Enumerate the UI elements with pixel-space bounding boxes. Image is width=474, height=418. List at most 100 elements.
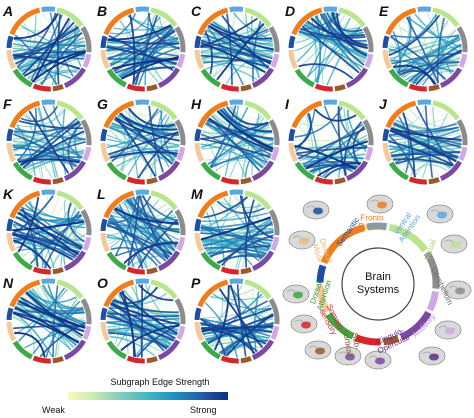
edge — [24, 114, 84, 132]
edge — [13, 311, 85, 333]
legend-arc — [316, 264, 327, 283]
edge — [406, 16, 439, 84]
system-arc — [385, 100, 417, 129]
edge — [23, 50, 86, 77]
system-arc — [428, 177, 440, 185]
legend-label-sub: Sub-cortical — [341, 328, 363, 356]
system-arc — [82, 236, 92, 251]
system-arc — [200, 68, 221, 88]
legend-arc — [423, 250, 440, 289]
system-arc — [382, 35, 390, 49]
edge — [204, 30, 214, 75]
system-arc — [157, 250, 180, 271]
system-arc — [323, 99, 338, 106]
edge — [296, 153, 353, 173]
system-arc — [150, 100, 178, 121]
panel-j: J — [379, 96, 468, 185]
system-arc — [176, 325, 186, 340]
panel-letter: D — [285, 3, 295, 19]
edge — [25, 113, 44, 179]
edge — [314, 108, 357, 122]
system-arc — [294, 161, 315, 181]
system-arc — [194, 232, 205, 253]
system-arc — [176, 146, 186, 161]
edge — [201, 239, 269, 252]
panel-g: G — [97, 96, 186, 185]
edge — [200, 318, 271, 337]
system-arc — [417, 99, 432, 106]
edge — [200, 327, 256, 354]
edge — [389, 129, 457, 163]
edge — [220, 108, 273, 133]
edge — [110, 214, 144, 269]
system-arc — [103, 190, 135, 219]
edge — [392, 31, 402, 75]
edge — [114, 207, 179, 224]
system-arc — [126, 176, 145, 185]
edge — [390, 36, 446, 80]
edge — [148, 49, 180, 85]
edge — [212, 252, 266, 260]
edge — [436, 17, 445, 84]
system-arc — [194, 35, 202, 49]
system-arc — [32, 266, 51, 275]
system-arc — [126, 83, 145, 92]
system-arc — [9, 190, 41, 219]
system-arc — [157, 160, 180, 181]
subgraph-panels: A B C D E F G H I J K L M N O P — [2, 3, 468, 364]
edge — [300, 27, 366, 39]
edge — [415, 49, 462, 85]
brain-region-highlight — [315, 347, 325, 355]
edge — [210, 123, 269, 168]
system-arc — [229, 6, 244, 13]
edge — [14, 332, 46, 358]
edge — [12, 54, 81, 70]
system-arc — [32, 83, 51, 92]
edge — [112, 286, 158, 305]
edge — [107, 132, 175, 161]
edge — [12, 224, 48, 269]
system-arc — [150, 190, 178, 211]
system-arc — [200, 340, 221, 360]
edge — [24, 167, 61, 177]
edge — [216, 200, 265, 214]
edge — [12, 233, 74, 261]
system-arc — [288, 128, 296, 142]
edge — [42, 105, 83, 159]
system-arc — [63, 160, 86, 181]
system-arc — [408, 83, 427, 92]
colorbar-weak-label: Weak — [42, 405, 65, 415]
edge — [14, 16, 66, 38]
edge — [132, 26, 173, 85]
panel-p: P — [191, 275, 280, 364]
edge — [115, 117, 180, 142]
edge — [200, 216, 271, 241]
system-arc — [103, 100, 135, 129]
system-arc — [6, 321, 17, 342]
panel-f: F — [3, 96, 92, 185]
system-arc — [146, 356, 158, 364]
edge — [203, 284, 243, 337]
panel-i: I — [285, 96, 374, 185]
panel-letter: F — [3, 96, 12, 112]
system-arc — [157, 67, 180, 88]
edge — [209, 105, 237, 168]
panel-n: N — [3, 275, 92, 364]
brain-region-highlight — [345, 353, 355, 361]
edge — [244, 199, 255, 268]
system-arc — [135, 189, 150, 196]
edge — [13, 239, 51, 269]
edge — [305, 140, 368, 170]
edge — [139, 195, 169, 260]
edge — [13, 131, 83, 158]
system-arc — [9, 100, 41, 129]
edge — [109, 216, 135, 268]
edge — [223, 197, 270, 250]
system-arc — [12, 251, 33, 271]
system-arc — [291, 100, 323, 129]
edge — [207, 293, 263, 344]
edge — [205, 309, 272, 340]
panel-letter: I — [285, 96, 290, 112]
system-arc — [388, 161, 409, 181]
system-arc — [150, 7, 178, 28]
